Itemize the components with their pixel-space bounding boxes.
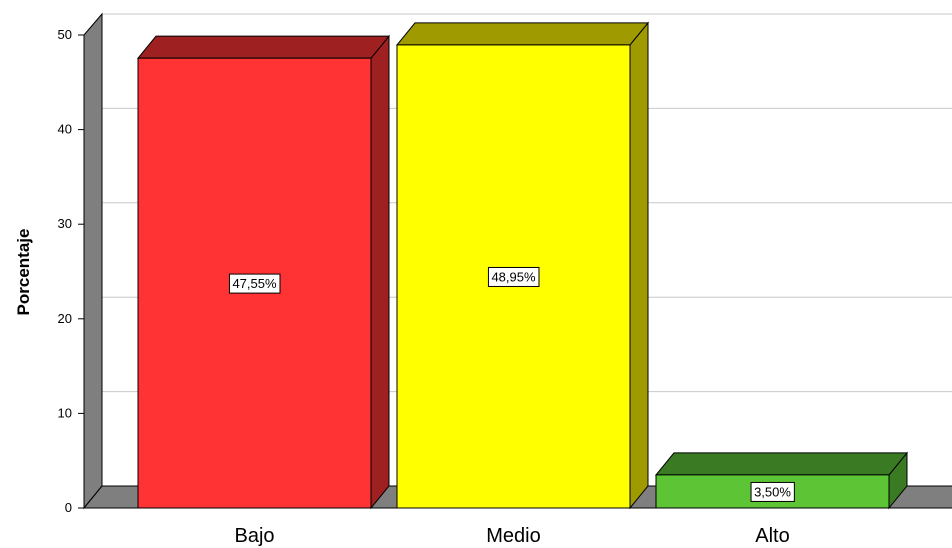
data-label-text: 47,55% <box>232 276 277 291</box>
bar-top <box>136 35 391 59</box>
bar-alto: 3,50% <box>654 451 909 510</box>
data-label-text: 3,50% <box>754 484 791 499</box>
y-axis-ticks: 0 10 20 30 40 50 <box>58 27 84 515</box>
category-labels: Bajo Medio Alto <box>234 525 789 547</box>
y-tick-label: 50 <box>58 27 72 42</box>
bar-top <box>395 22 650 46</box>
data-label-text: 48,95% <box>491 269 536 284</box>
x-category-label: Alto <box>755 525 789 547</box>
data-label: 47,55% <box>228 273 281 294</box>
y-axis-title: Porcentaje <box>14 229 33 316</box>
bar-side <box>370 34 390 510</box>
y-tick-label: 10 <box>58 405 72 420</box>
data-label: 48,95% <box>487 266 540 287</box>
y-tick-label: 20 <box>58 311 72 326</box>
bar-top <box>654 452 909 476</box>
bars: 47,55% 48,95% 3,50% <box>136 21 909 510</box>
bar-medio: 48,95% <box>395 21 650 510</box>
bar-bajo: 47,55% <box>136 34 391 510</box>
data-label-box <box>228 273 281 294</box>
y-tick-label: 40 <box>58 122 72 137</box>
data-label-box <box>750 481 795 502</box>
y-tick-label: 30 <box>58 216 72 231</box>
x-category-label: Bajo <box>234 525 274 547</box>
bar-side <box>629 21 649 510</box>
x-category-label: Medio <box>486 525 540 547</box>
data-label: 3,50% <box>750 481 795 502</box>
y-tick-label: 0 <box>65 500 72 515</box>
plot-left-wall <box>83 12 103 510</box>
data-label-box <box>487 266 540 287</box>
